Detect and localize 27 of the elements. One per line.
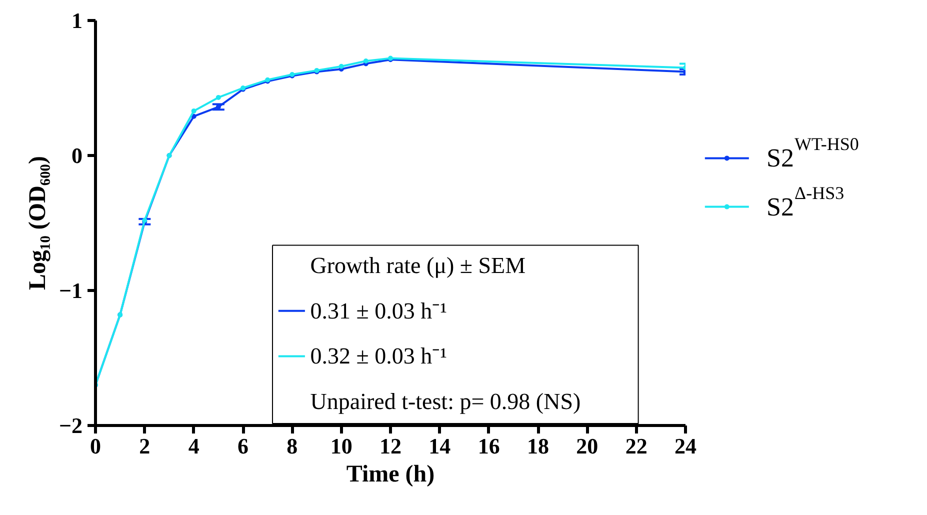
y-axis-title: Log₁₀ (OD₆₀₀) bbox=[24, 156, 51, 290]
annotation: 0.32 ± 0.03 h⁻¹ bbox=[310, 344, 448, 369]
x-tick-label: 22 bbox=[625, 434, 648, 458]
point bbox=[216, 94, 221, 100]
x-tick-label: 8 bbox=[286, 434, 298, 458]
point bbox=[338, 64, 344, 69]
x-tick-label: 18 bbox=[527, 434, 549, 458]
x-tick-label: 0 bbox=[90, 434, 101, 458]
x-tick-label: 20 bbox=[576, 434, 598, 458]
x-axis-title: Time (h) bbox=[346, 462, 435, 488]
x-tick-label: 4 bbox=[188, 434, 200, 458]
x-tick-label: 12 bbox=[380, 434, 402, 458]
point bbox=[363, 58, 368, 64]
annotation: Unpaired t-test: p= 0.98 (NS) bbox=[310, 389, 581, 414]
x-tick-label: 14 bbox=[428, 434, 451, 458]
x-tick-label: 24 bbox=[674, 434, 696, 458]
y-tick-label: −1 bbox=[58, 278, 83, 303]
x-tick-label: 10 bbox=[330, 434, 352, 458]
point bbox=[191, 108, 196, 114]
x-tick-label: 6 bbox=[238, 434, 248, 458]
annotation: Growth rate (μ) ± SEM bbox=[310, 253, 526, 278]
x-tick-label: 2 bbox=[139, 434, 150, 458]
y-tick-label: 1 bbox=[72, 8, 82, 33]
y-tick-label: 0 bbox=[72, 143, 82, 168]
annotation: 0.31 ± 0.03 h⁻¹ bbox=[310, 298, 448, 324]
x-tick-label: 16 bbox=[478, 434, 500, 458]
y-tick-label: −2 bbox=[58, 413, 83, 438]
